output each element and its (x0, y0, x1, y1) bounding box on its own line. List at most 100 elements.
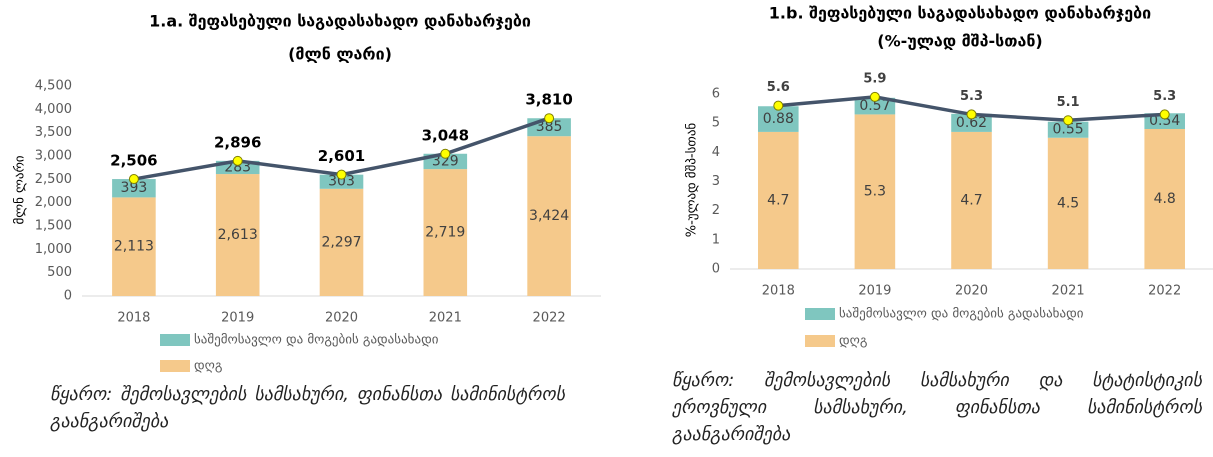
total-label: 2,601 (318, 147, 365, 165)
bar-segment (951, 131, 992, 269)
data-label: 4.7 (767, 192, 789, 208)
bar-segment (215, 174, 260, 296)
data-label: 303 (328, 174, 355, 190)
y-tick-label: 0 (712, 262, 720, 277)
chart-title: 1.b. შეფასებული საგადასახადო დანახარჯები (769, 4, 1151, 23)
total-label: 5.6 (767, 80, 790, 95)
total-point (128, 174, 139, 185)
total-label: 5.1 (1057, 95, 1080, 110)
x-tick-label: 2021 (1052, 284, 1085, 299)
y-tick-label: 1 (712, 232, 720, 247)
x-tick-label: 2022 (533, 311, 566, 326)
x-tick-label: 2021 (429, 311, 462, 326)
data-label: 329 (432, 153, 459, 169)
source-note: წყარო: შემოსავლების სამსახური, ფინანსთა … (50, 384, 565, 432)
legend-swatch (160, 360, 190, 372)
total-point (1159, 109, 1170, 120)
bar-segment (319, 174, 364, 189)
x-tick-label: 2022 (1148, 284, 1181, 299)
data-label: 0.55 (1053, 122, 1084, 138)
legend-label: საშემოსავლო და მოგების გადასახადი (194, 333, 439, 348)
legend-swatch (805, 308, 835, 320)
y-tick-label: 3 (712, 174, 720, 189)
y-tick-label: 0 (64, 289, 72, 304)
total-label: 5.3 (960, 89, 983, 104)
chart-subtitle: (მლნ ლარი) (288, 45, 392, 64)
legend-label: დღგ (194, 359, 222, 374)
source-note: წყარო: შემოსავლების სამსახური და სტატისტ… (672, 370, 1202, 445)
data-label: 4.8 (1154, 191, 1176, 207)
data-label: 385 (536, 119, 563, 135)
y-tick-label: 2,000 (35, 195, 72, 210)
data-label: 393 (121, 180, 148, 196)
legend-label: დღგ (839, 334, 867, 349)
total-point (1063, 115, 1074, 126)
y-tick-label: 1,500 (35, 219, 72, 234)
total-point (773, 100, 784, 111)
total-point (544, 113, 555, 124)
y-tick-label: 4,000 (35, 102, 72, 117)
x-tick-label: 2020 (955, 284, 988, 299)
bar-segment (1144, 113, 1185, 129)
bar-segment (112, 179, 156, 198)
total-point (336, 169, 347, 180)
total-label: 2,896 (214, 133, 261, 151)
data-label: 4.5 (1057, 195, 1079, 211)
y-axis-label: %-ულად მშპ-სთან (685, 123, 700, 238)
x-tick-label: 2019 (858, 284, 891, 299)
total-label: 3,048 (422, 126, 469, 144)
bar-segment (1047, 137, 1089, 269)
bar-segment (319, 188, 364, 296)
bar-segment (1047, 121, 1089, 138)
y-tick-label: 3,000 (35, 149, 72, 164)
bar-segment (854, 114, 896, 270)
x-tick-label: 2018 (117, 311, 150, 326)
data-label: 0.88 (763, 111, 794, 127)
x-tick-label: 2019 (221, 311, 254, 326)
bar-segment (423, 169, 468, 296)
legend-swatch (805, 335, 835, 347)
bar-segment (854, 97, 896, 115)
total-label: 5.9 (863, 71, 886, 86)
bar-segment (1144, 129, 1185, 269)
data-label: 0.57 (859, 98, 890, 114)
total-label: 2,506 (110, 152, 157, 170)
chart-subtitle: (%-ულად მშპ-სთან) (877, 32, 1042, 51)
bar-segment (951, 113, 992, 132)
total-label: 3,810 (525, 91, 572, 109)
data-label: 2,719 (425, 225, 465, 241)
y-tick-label: 6 (712, 87, 720, 102)
data-label: 2,113 (114, 239, 154, 255)
data-label: 2,297 (321, 234, 361, 250)
data-label: 4.7 (960, 192, 982, 208)
y-tick-label: 4,500 (35, 79, 72, 94)
y-tick-label: 3,500 (35, 125, 72, 140)
y-tick-label: 500 (47, 265, 72, 280)
y-tick-label: 1,000 (35, 242, 72, 257)
data-label: 3,424 (529, 208, 569, 224)
data-label: 0.62 (956, 115, 987, 131)
data-label: 5.3 (864, 184, 886, 200)
x-tick-label: 2020 (325, 311, 358, 326)
total-point (232, 155, 243, 166)
legend-label: საშემოსავლო და მოგების გადასახადი (839, 307, 1084, 322)
y-axis-label: მლნ ლარი (13, 155, 28, 224)
y-tick-label: 2 (712, 203, 720, 218)
y-tick-label: 5 (712, 116, 720, 131)
chart-title: 1.a. შეფასებული საგადასახადო დანახარჯები (149, 12, 531, 31)
x-tick-label: 2018 (762, 284, 795, 299)
bar-segment (527, 136, 571, 296)
legend-swatch (160, 334, 190, 346)
data-label: 0.54 (1149, 113, 1180, 129)
total-label: 5.3 (1153, 89, 1176, 104)
total-point (440, 148, 451, 159)
total-point (869, 91, 880, 102)
data-label: 2,613 (218, 227, 258, 243)
y-tick-label: 4 (712, 145, 720, 160)
bar-segment (758, 131, 799, 269)
total-point (966, 109, 977, 120)
bar-segment (112, 197, 156, 296)
y-tick-label: 2,500 (35, 172, 72, 187)
